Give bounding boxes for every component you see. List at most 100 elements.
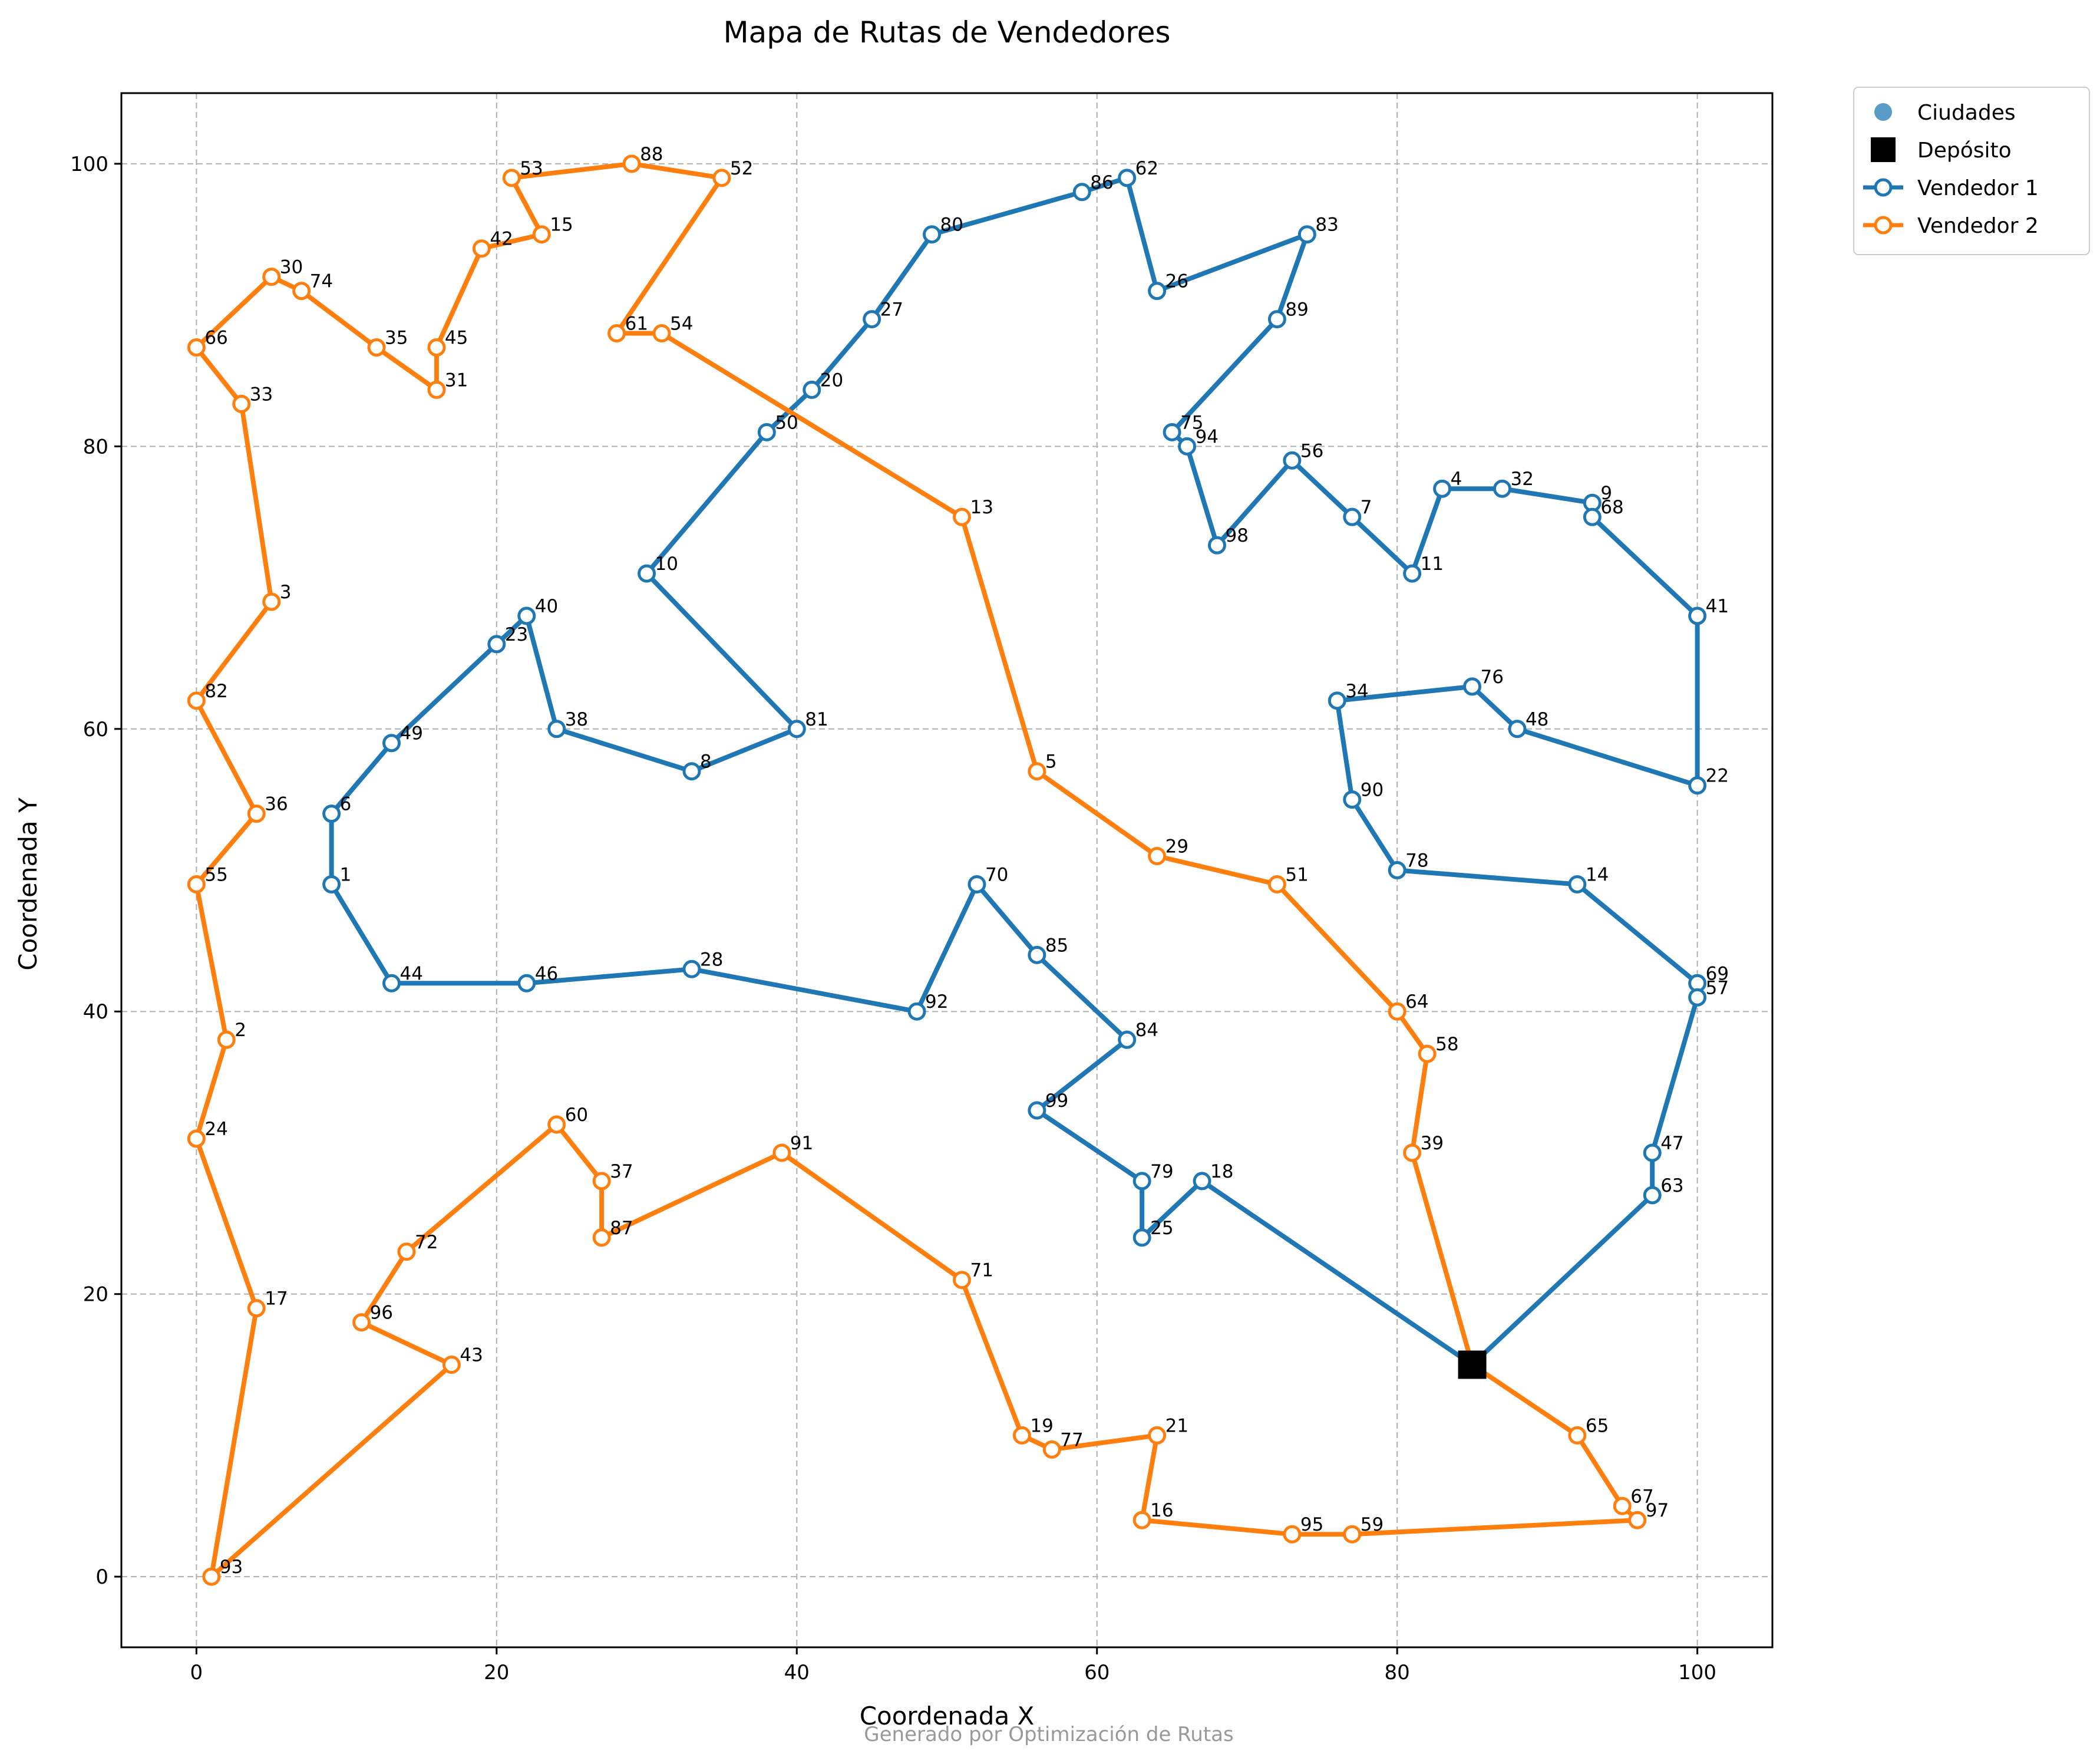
- city-label: 67: [1630, 1486, 1653, 1507]
- city-marker: [607, 324, 626, 343]
- city-marker: [907, 1002, 926, 1021]
- city-marker: [1493, 479, 1511, 498]
- city-label: 96: [370, 1303, 393, 1324]
- y-tick-label: 100: [70, 153, 108, 176]
- city-label: 35: [385, 328, 408, 349]
- city-label: 58: [1435, 1034, 1458, 1055]
- legend: Ciudades Depósito Vendedor 1 Vendedor 2: [1853, 87, 2090, 255]
- city-label: 3: [280, 582, 292, 603]
- city-label: 47: [1660, 1133, 1683, 1154]
- city-marker: [1463, 677, 1482, 696]
- city-marker: [547, 1115, 566, 1134]
- city-marker: [1297, 225, 1316, 244]
- city-label: 64: [1405, 991, 1428, 1013]
- city-marker: [382, 974, 401, 993]
- city-marker: [427, 380, 446, 399]
- city-marker: [1688, 606, 1707, 625]
- city-marker: [622, 154, 641, 173]
- city-label: 82: [204, 681, 227, 702]
- city-label: 15: [550, 215, 573, 236]
- city-label: 61: [625, 314, 648, 335]
- city-marker: [592, 1228, 611, 1247]
- city-marker: [652, 324, 671, 343]
- city-label: 38: [565, 709, 588, 730]
- city-label: 92: [925, 991, 948, 1013]
- city-label: 13: [970, 497, 993, 518]
- city-marker: [382, 734, 401, 753]
- city-marker: [1132, 1511, 1151, 1529]
- city-label: 57: [1706, 977, 1729, 998]
- x-tick-label: 20: [484, 1661, 509, 1684]
- legend-route-marker: [1874, 216, 1893, 235]
- city-marker: [1118, 1030, 1137, 1049]
- x-tick-label: 40: [784, 1661, 810, 1684]
- city-marker: [1688, 776, 1707, 795]
- city-label: 63: [1660, 1175, 1683, 1196]
- city-marker: [682, 762, 701, 781]
- city-label: 78: [1405, 850, 1428, 872]
- city-marker: [502, 169, 521, 187]
- city-label: 29: [1165, 836, 1188, 858]
- city-marker: [442, 1356, 461, 1374]
- legend-depot-marker: [1871, 137, 1896, 162]
- city-marker: [1208, 536, 1227, 555]
- city-label: 59: [1361, 1514, 1384, 1535]
- city-label: 45: [445, 328, 468, 349]
- city-marker: [262, 268, 281, 286]
- city-marker: [1148, 1426, 1167, 1445]
- city-marker: [1388, 861, 1406, 879]
- city-marker: [322, 804, 341, 823]
- city-marker: [247, 804, 266, 823]
- city-label: 17: [265, 1288, 288, 1310]
- city-label: 37: [610, 1161, 633, 1182]
- city-label: 9: [1600, 483, 1612, 504]
- city-label: 95: [1300, 1514, 1323, 1535]
- city-label: 89: [1285, 299, 1308, 321]
- city-marker: [1178, 437, 1197, 456]
- city-label: 99: [1045, 1090, 1068, 1112]
- city-marker: [1643, 1186, 1662, 1205]
- city-label: 36: [265, 794, 288, 815]
- city-marker: [1148, 847, 1167, 866]
- city-label: 55: [204, 864, 227, 885]
- city-marker: [1403, 564, 1422, 583]
- depot-marker: [1458, 1350, 1487, 1379]
- city-marker: [187, 875, 206, 893]
- city-label: 20: [820, 370, 843, 391]
- city-label: 7: [1361, 497, 1372, 518]
- city-marker: [757, 423, 776, 441]
- city-marker: [1388, 1002, 1406, 1021]
- chart-title: Mapa de Rutas de Vendedores: [723, 15, 1170, 50]
- city-marker: [1283, 451, 1302, 470]
- city-label: 62: [1135, 158, 1158, 179]
- city-label: 65: [1586, 1415, 1609, 1436]
- city-marker: [787, 720, 806, 738]
- city-marker: [1583, 507, 1602, 526]
- city-label: 85: [1045, 935, 1068, 956]
- city-label: 1: [340, 864, 352, 885]
- city-marker: [427, 338, 446, 357]
- city-label: 70: [985, 864, 1008, 885]
- city-label: 18: [1210, 1161, 1233, 1182]
- city-label: 86: [1090, 172, 1113, 193]
- city-marker: [1193, 1172, 1211, 1191]
- city-label: 84: [1135, 1020, 1158, 1041]
- city-marker: [472, 239, 491, 258]
- city-label: 4: [1451, 469, 1462, 490]
- city-marker: [1148, 282, 1167, 301]
- city-marker: [1012, 1426, 1031, 1445]
- city-marker: [517, 606, 536, 625]
- y-tick-label: 40: [83, 1000, 108, 1024]
- city-marker: [1568, 1426, 1587, 1445]
- legend-label: Vendedor 1: [1917, 176, 2039, 200]
- city-label: 24: [204, 1119, 227, 1140]
- city-marker: [1343, 790, 1362, 809]
- city-marker: [1433, 479, 1452, 498]
- city-marker: [968, 875, 986, 893]
- city-marker: [1028, 945, 1046, 964]
- city-marker: [202, 1567, 221, 1586]
- city-marker: [547, 720, 566, 738]
- city-label: 2: [235, 1020, 246, 1041]
- city-marker: [532, 225, 551, 244]
